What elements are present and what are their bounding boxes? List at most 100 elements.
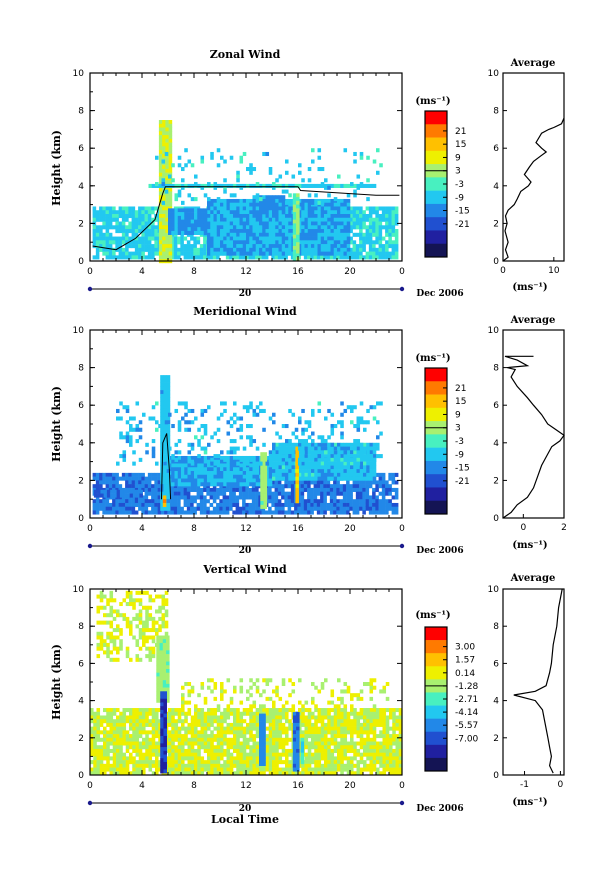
heatmap-cell <box>112 730 117 735</box>
heatmap-cell <box>301 225 305 230</box>
heatmap-cell <box>96 745 101 750</box>
heatmap-cell <box>337 476 341 481</box>
heatmap-cell <box>151 454 156 459</box>
heatmap-cell <box>391 495 396 500</box>
heatmap-cell <box>242 210 247 215</box>
heatmap-cell <box>162 120 166 125</box>
heatmap-cell <box>158 138 163 143</box>
heatmap-cell <box>165 229 169 234</box>
heatmap-cell <box>216 467 221 472</box>
heatmap-cell <box>281 510 285 515</box>
heatmap-cell <box>385 214 389 219</box>
heatmap-cell <box>105 217 110 222</box>
heatmap-cell <box>278 476 283 481</box>
heatmap-cell <box>313 484 318 489</box>
heatmap-cell <box>327 469 331 474</box>
heatmap-cell <box>327 442 331 447</box>
heatmap-cell <box>121 499 126 504</box>
heatmap-cell <box>316 506 321 511</box>
heatmap-cell <box>116 726 120 731</box>
heatmap-cell <box>346 457 351 462</box>
heatmap-cell <box>129 427 133 432</box>
heatmap-cell <box>193 251 197 256</box>
heatmap-cell <box>265 229 270 234</box>
heatmap-cell <box>171 424 175 429</box>
heatmap-cell <box>116 493 121 498</box>
heatmap-cell <box>99 472 103 477</box>
heatmap-cell <box>154 229 158 234</box>
heatmap-cell <box>187 230 192 235</box>
heatmap-cell <box>115 210 119 215</box>
heatmap-cell <box>324 450 328 455</box>
heatmap-cell <box>285 450 289 455</box>
heatmap-cell <box>301 229 305 234</box>
heatmap-cell <box>147 232 152 237</box>
heatmap-cell <box>298 446 302 451</box>
heatmap-cell <box>121 506 126 511</box>
heatmap-cell <box>93 493 98 498</box>
heatmap-cell <box>320 206 325 211</box>
heatmap-cell <box>248 502 253 508</box>
heatmap-cell <box>339 484 344 489</box>
heatmap-cell <box>229 482 234 487</box>
heatmap-cell <box>171 215 175 220</box>
heatmap-cell <box>291 465 296 470</box>
heatmap-cell <box>268 225 273 230</box>
profile-y-tick-label: 8 <box>493 107 499 117</box>
heatmap-cell <box>376 454 380 459</box>
heatmap-cell <box>324 247 328 252</box>
heatmap-cell <box>337 206 341 211</box>
heatmap-cell <box>162 221 166 226</box>
heatmap-cell <box>125 730 130 735</box>
heatmap-cell <box>340 206 344 211</box>
heatmap-cell <box>118 251 123 256</box>
heatmap-cell <box>99 760 104 765</box>
heatmap-cell <box>320 457 325 462</box>
heatmap-cell <box>158 247 163 252</box>
heatmap-cell <box>229 491 233 496</box>
heatmap-cell <box>368 499 373 504</box>
heatmap-cell <box>99 752 104 757</box>
heatmap-cell <box>151 745 156 750</box>
colorbar-tick-label: -15 <box>455 207 470 217</box>
heatmap-cell <box>337 221 341 226</box>
heatmap-cell <box>197 219 201 224</box>
heatmap-cell <box>265 202 270 207</box>
heatmap-cell <box>90 711 94 716</box>
heatmap-cell <box>128 221 132 226</box>
heatmap-cell <box>184 474 188 479</box>
y-tick-label: 4 <box>78 439 84 449</box>
heatmap-cell <box>132 715 136 720</box>
heatmap-cell <box>327 435 331 440</box>
heatmap-cell <box>122 719 127 724</box>
heatmap-cell <box>394 502 399 508</box>
heatmap-cell <box>190 482 195 487</box>
heatmap-cell <box>151 752 156 757</box>
heatmap-cell <box>337 174 341 179</box>
heatmap-cell <box>385 240 389 245</box>
heatmap-cell <box>190 487 194 492</box>
heatmap-cell <box>372 416 377 421</box>
heatmap-cell <box>355 487 360 492</box>
heatmap-cell <box>320 240 325 245</box>
heatmap-cell <box>171 208 175 213</box>
heatmap-cell <box>134 502 139 508</box>
heatmap-cell <box>394 217 399 222</box>
heatmap-cell <box>186 247 191 252</box>
heatmap-cell <box>362 247 366 252</box>
heatmap-cell <box>229 487 233 492</box>
heatmap-cell <box>157 502 162 508</box>
heatmap-cell <box>151 251 155 256</box>
heatmap-cell <box>105 484 110 489</box>
heatmap-cell <box>216 197 221 202</box>
heatmap-cell <box>158 214 163 219</box>
heatmap-cell <box>233 244 237 249</box>
heatmap-cell <box>296 204 300 209</box>
heatmap-cell <box>190 442 195 447</box>
heatmap-cell <box>337 465 341 470</box>
heatmap-cell <box>223 471 227 476</box>
heatmap-cell <box>369 450 374 455</box>
heatmap-cell <box>216 225 221 230</box>
heatmap-cell <box>259 247 263 252</box>
heatmap-cell <box>246 240 250 245</box>
